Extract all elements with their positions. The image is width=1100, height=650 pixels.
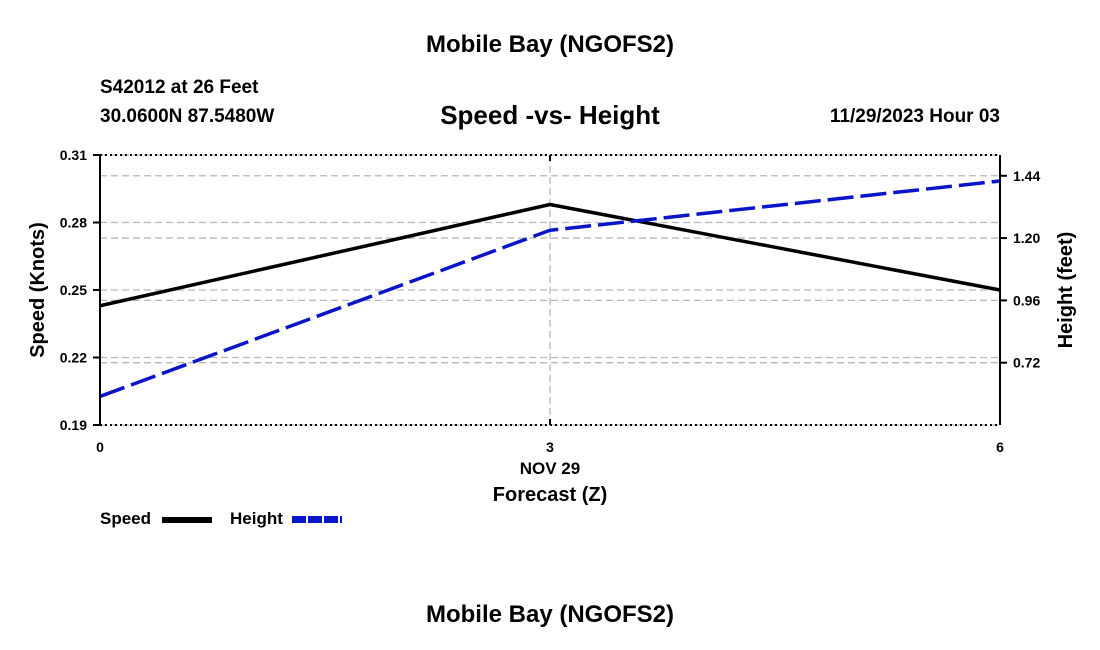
series-layer xyxy=(99,179,1001,399)
series-line-speed xyxy=(99,202,1001,308)
right-tick-label-1: 0.96 xyxy=(1013,292,1040,308)
left-tick-label-4: 0.31 xyxy=(60,147,87,163)
right-tick-label-3: 1.44 xyxy=(1013,168,1040,184)
x-axis-label: Forecast (Z) xyxy=(493,484,607,506)
right-tick-label-0: 0.72 xyxy=(1013,355,1040,371)
legend-speed-swatch xyxy=(162,517,212,523)
legend-height-swatch xyxy=(292,516,342,523)
frame-layer xyxy=(93,154,1007,426)
x-tick-label-2: 6 xyxy=(996,439,1004,455)
left-tick-label-2: 0.25 xyxy=(60,282,87,298)
x-tick-label-0: 0 xyxy=(96,439,104,455)
right-axis-label: Height (feet) xyxy=(1055,232,1077,349)
left-tick-label-0: 0.19 xyxy=(60,417,87,433)
chart-title: Speed -vs- Height xyxy=(440,100,660,130)
x-date-label: NOV 29 xyxy=(520,459,580,478)
left-tick-label-1: 0.22 xyxy=(60,350,87,366)
right-tick-label-2: 1.20 xyxy=(1013,230,1040,246)
footer-title: Mobile Bay (NGOFS2) xyxy=(425,601,675,628)
legend-speed-label: Speed xyxy=(100,509,152,528)
label-layer: 0.19 0.22 0.25 0.28 0.31 0.72 0.96 1.20 1.44 0 3 6 S… xyxy=(27,147,1077,506)
left-tick-label-3: 0.28 xyxy=(60,215,87,231)
page-title: Mobile Bay (NGOFS2) xyxy=(425,31,675,58)
x-tick-label-1: 3 xyxy=(546,439,554,455)
forecast-datetime: 11/29/2023 Hour 03 xyxy=(829,106,1000,127)
left-axis-label: Speed (Knots) xyxy=(27,222,49,358)
series-line-height xyxy=(99,179,1001,399)
station-name: S42012 at 26 Feet xyxy=(100,77,259,98)
station-coordinates: 30.0600N 87.5480W xyxy=(100,106,275,127)
legend-height-label: Height xyxy=(230,509,283,528)
